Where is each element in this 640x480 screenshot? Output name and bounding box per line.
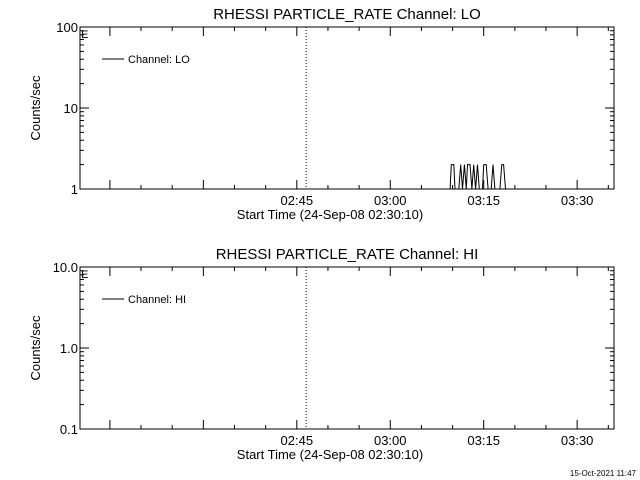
x-tick-label: 03:30 <box>561 193 594 208</box>
y-tick-label: 10.0 <box>53 260 78 275</box>
legend-label: Channel: LO <box>128 54 190 66</box>
plot-frame <box>79 266 615 430</box>
x-tick-label: 03:15 <box>467 193 500 208</box>
x-tick-label: 02:45 <box>281 433 314 448</box>
x-axis-label: Start Time (24-Sep-08 02:30:10) <box>237 447 423 462</box>
event-marker-label: E <box>81 269 88 281</box>
x-axis-label: Start Time (24-Sep-08 02:30:10) <box>237 207 423 222</box>
event-marker-label: E <box>81 29 88 41</box>
y-tick-label: 10 <box>64 101 78 116</box>
footer-timestamp: 15-Oct-2021 11:47 <box>569 469 636 478</box>
x-tick-label: 03:00 <box>374 433 407 448</box>
x-tick-label: 03:15 <box>467 433 500 448</box>
y-tick-label: 1.0 <box>60 341 78 356</box>
y-axis-label: Counts/sec <box>28 75 43 141</box>
legend-label: Channel: HI <box>128 294 186 306</box>
series-line <box>449 164 506 190</box>
x-tick-label: 03:30 <box>561 433 594 448</box>
x-tick-label: 03:00 <box>374 193 407 208</box>
y-tick-label: 100 <box>56 20 78 35</box>
y-axis-label: Counts/sec <box>28 315 43 381</box>
y-tick-label: 0.1 <box>60 422 78 437</box>
y-tick-label: 1 <box>71 182 78 197</box>
plot-frame <box>79 26 615 190</box>
x-tick-label: 02:45 <box>281 193 314 208</box>
chart-title: RHESSI PARTICLE_RATE Channel: LO <box>213 6 481 23</box>
chart-title: RHESSI PARTICLE_RATE Channel: HI <box>216 246 479 263</box>
